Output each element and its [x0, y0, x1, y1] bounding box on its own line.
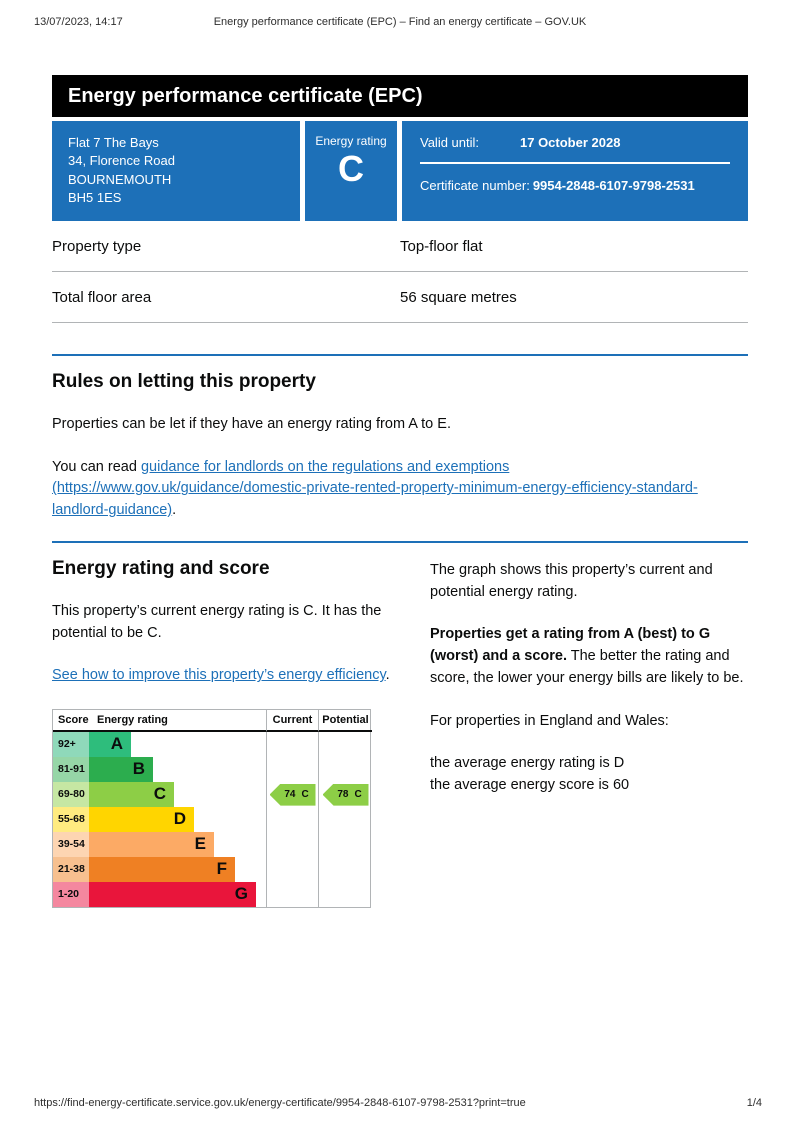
band-bar-c: C	[89, 782, 174, 808]
epc-rating-chart: Score Energy rating Current Potential 92…	[52, 709, 372, 909]
rating-score-paragraph: This property’s current energy rating is…	[52, 602, 382, 641]
band-bar-cell: A	[89, 732, 266, 758]
print-page-title: Energy performance certificate (EPC) – F…	[213, 16, 587, 28]
property-type-value: Top-floor flat	[400, 237, 483, 255]
rules-heading: Rules on letting this property	[52, 370, 316, 392]
graph-explainer-column: The graph shows this property’s current …	[430, 543, 748, 908]
validity-divider	[420, 162, 730, 164]
band-bar-cell: G	[89, 882, 266, 908]
address-line-2: 34, Florence Road	[68, 153, 175, 169]
certificate-number-label: Certificate number:	[420, 178, 530, 193]
average-rating-line: the average energy rating is D	[430, 755, 625, 772]
band-score-range: 55-68	[53, 807, 89, 833]
potential-column-cell: 78 C	[318, 782, 372, 808]
address-line-3: BOURNEMOUTH	[68, 171, 172, 187]
current-column-cell	[266, 832, 318, 858]
table-row: Property type Top-floor flat	[52, 221, 748, 272]
energy-rating-value: C	[338, 148, 364, 189]
current-letter: C	[301, 789, 309, 801]
averages-paragraph: the average energy rating is D the avera…	[430, 753, 748, 797]
rules-paragraph: Properties can be let if they have an en…	[52, 415, 451, 432]
print-url: https://find-energy-certificate.service.…	[34, 1097, 526, 1109]
section-divider	[52, 353, 748, 356]
current-score: 74	[284, 789, 296, 801]
band-bar-a: A	[89, 732, 131, 758]
chart-score-header: Score	[53, 710, 89, 733]
band-bar-cell: D	[89, 807, 266, 833]
browser-print-header: 13/07/2023, 14:17 Energy performance cer…	[0, 16, 800, 28]
improve-suffix: .	[385, 667, 390, 684]
rating-explainer-rest: The better the rating and score, the low…	[430, 648, 744, 686]
band-bar-cell: C	[89, 782, 266, 808]
current-rating-arrow: 74 C	[269, 783, 316, 806]
current-column-cell	[266, 857, 318, 883]
address-line-4: BH5 1ES	[68, 190, 122, 206]
energy-rating-panel: Energy rating C	[305, 121, 397, 221]
potential-column-cell	[318, 882, 372, 908]
band-score-range: 69-80	[53, 782, 89, 808]
current-column-cell	[266, 807, 318, 833]
property-summary-table: Property type Top-floor flat Total floor…	[52, 221, 748, 323]
potential-column-cell	[318, 732, 372, 758]
energy-rating-label: Energy rating	[315, 134, 387, 148]
potential-column-cell	[318, 757, 372, 783]
band-score-range: 81-91	[53, 757, 89, 783]
chart-rating-header: Energy rating	[89, 710, 266, 733]
rating-explainer-bold: Properties get a rating from A (best) to…	[430, 626, 711, 665]
certificate-number-value: 9954-2848-6107-9798-2531	[532, 178, 695, 193]
certificate-page: Energy performance certificate (EPC) Fla…	[52, 75, 748, 909]
guidance-prefix: You can read	[52, 458, 141, 475]
property-type-label: Property type	[52, 237, 142, 255]
section-divider	[52, 540, 748, 543]
address-panel: Flat 7 The Bays 34, Florence Road BOURNE…	[52, 121, 300, 221]
potential-letter: C	[354, 789, 362, 801]
rating-score-column: Energy rating and score This property’s …	[52, 543, 404, 909]
validity-panel: Valid until: 17 October 2028 Certificate…	[402, 121, 748, 221]
current-column-cell	[266, 757, 318, 783]
potential-column-cell	[318, 857, 372, 883]
print-datetime: 13/07/2023, 14:17	[34, 16, 123, 28]
band-score-range: 21-38	[53, 857, 89, 883]
floor-area-label: Total floor area	[52, 288, 152, 306]
band-bar-d: D	[89, 807, 194, 833]
rating-score-heading: Energy rating and score	[52, 557, 270, 579]
current-column-cell	[266, 732, 318, 758]
current-column-cell: 74 C	[266, 782, 318, 808]
current-column-cell	[266, 882, 318, 908]
landlord-guidance-link[interactable]: guidance for landlords on the regulation…	[52, 458, 698, 519]
summary-panels: Flat 7 The Bays 34, Florence Road BOURNE…	[52, 121, 748, 221]
average-score-line: the average energy score is 60	[430, 777, 630, 794]
potential-column-cell	[318, 807, 372, 833]
guidance-suffix: .	[172, 502, 177, 519]
potential-score: 78	[337, 789, 349, 801]
address-line-1: Flat 7 The Bays	[68, 135, 159, 150]
print-page-indicator: 1/4	[746, 1097, 762, 1109]
england-wales-paragraph: For properties in England and Wales:	[430, 712, 669, 729]
graph-intro-paragraph: The graph shows this property’s current …	[430, 561, 713, 600]
band-bar-b: B	[89, 757, 153, 783]
certificate-title: Energy performance certificate (EPC)	[68, 85, 423, 107]
band-bar-cell: B	[89, 757, 266, 783]
band-bar-cell: F	[89, 857, 266, 883]
improve-efficiency-link[interactable]: See how to improve this property’s energ…	[52, 667, 386, 684]
band-bar-g: G	[89, 882, 256, 908]
floor-area-value: 56 square metres	[400, 288, 517, 306]
band-bar-cell: E	[89, 832, 266, 858]
potential-rating-arrow: 78 C	[322, 783, 369, 806]
band-score-range: 92+	[53, 732, 89, 758]
band-bar-f: F	[89, 857, 235, 883]
chart-current-header: Current	[266, 710, 318, 733]
valid-until-value: 17 October 2028	[520, 135, 621, 150]
rating-explainer-paragraph: Properties get a rating from A (best) to…	[430, 624, 748, 689]
band-score-range: 1-20	[53, 882, 89, 908]
improve-paragraph: See how to improve this property’s energ…	[52, 665, 404, 687]
certificate-banner: Energy performance certificate (EPC)	[52, 75, 748, 117]
band-score-range: 39-54	[53, 832, 89, 858]
potential-column-cell	[318, 832, 372, 858]
rules-guidance-paragraph: You can read guidance for landlords on t…	[52, 457, 748, 522]
band-bar-e: E	[89, 832, 214, 858]
valid-until-label: Valid until:	[420, 135, 480, 150]
chart-potential-header: Potential	[318, 710, 372, 733]
table-row: Total floor area 56 square metres	[52, 272, 748, 323]
